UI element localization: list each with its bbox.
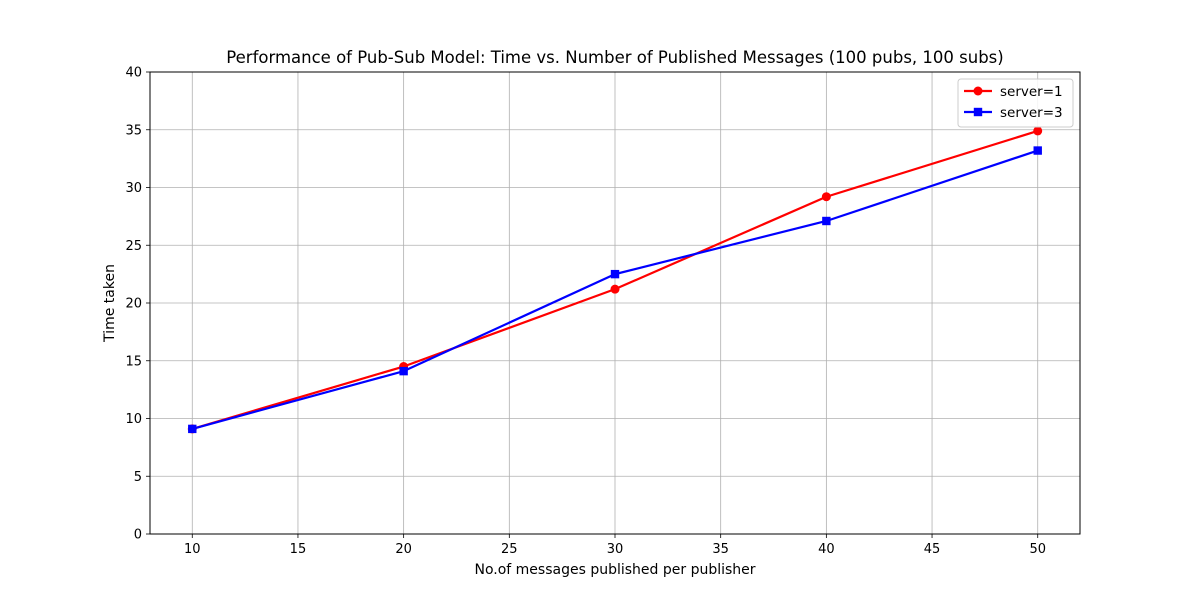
y-tick-label: 20 bbox=[125, 297, 142, 312]
y-tick-label: 30 bbox=[125, 181, 142, 196]
data-point bbox=[188, 424, 197, 434]
y-tick-label: 25 bbox=[125, 239, 142, 254]
legend: server=1 server=3 bbox=[957, 78, 1074, 128]
x-axis-title: No.of messages published per publisher bbox=[474, 562, 755, 578]
legend-item: server=3 bbox=[964, 105, 1063, 121]
x-tick-label: 50 bbox=[1029, 542, 1046, 557]
data-point bbox=[821, 192, 831, 202]
legend-label: server=3 bbox=[1000, 105, 1063, 121]
data-point bbox=[1033, 146, 1042, 155]
x-tick-label: 15 bbox=[290, 542, 307, 557]
y-axis-title: Time taken bbox=[102, 264, 118, 343]
series-server=3 bbox=[188, 146, 1042, 434]
x-tick-label: 25 bbox=[501, 542, 518, 557]
data-point bbox=[610, 284, 620, 294]
x-tick-label: 40 bbox=[818, 542, 835, 557]
axis-ticks: 10 15 20 25 30 35 40 45 50 0 5 10 15 20 25 30 35 40 bbox=[125, 66, 1046, 558]
legend-label: server=1 bbox=[1000, 84, 1063, 100]
chart-title: Performance of Pub-Sub Model: Time vs. N… bbox=[226, 48, 1003, 67]
y-tick-label: 40 bbox=[125, 66, 142, 81]
data-point bbox=[822, 216, 831, 226]
data-point bbox=[399, 366, 408, 376]
x-tick-label: 30 bbox=[607, 542, 624, 557]
y-tick-label: 15 bbox=[125, 354, 142, 369]
legend-item: server=1 bbox=[964, 84, 1063, 100]
x-tick-label: 20 bbox=[395, 542, 412, 557]
x-tick-label: 10 bbox=[184, 542, 201, 557]
y-tick-label: 0 bbox=[134, 528, 142, 543]
data-point bbox=[1033, 126, 1043, 136]
data-point bbox=[610, 269, 620, 279]
y-tick-label: 5 bbox=[134, 470, 142, 485]
y-tick-label: 10 bbox=[125, 412, 142, 427]
series-layer bbox=[187, 126, 1043, 434]
x-tick-label: 35 bbox=[712, 542, 729, 557]
x-tick-label: 45 bbox=[924, 542, 941, 557]
legend-marker bbox=[973, 107, 983, 117]
y-tick-label: 35 bbox=[125, 123, 142, 138]
legend-marker bbox=[973, 86, 983, 96]
